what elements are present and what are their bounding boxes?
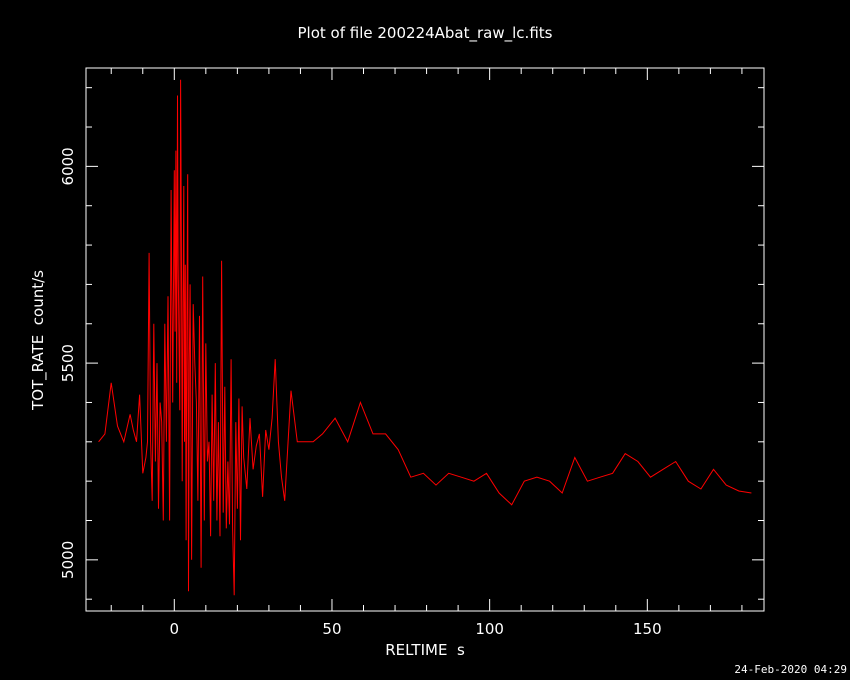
timestamp: 24-Feb-2020 04:29 [734,663,847,676]
y-tick-label: 6000 [59,147,77,185]
y-tick-label: 5000 [59,541,77,579]
x-axis-label: RELTIME s [385,641,465,659]
x-tick-label: 0 [170,620,180,638]
y-axis-label: TOT_RATE count/s [29,270,48,411]
x-tick-label: 150 [633,620,662,638]
plot-frame [85,67,765,612]
x-tick-label: 100 [475,620,504,638]
x-tick-label: 50 [322,620,341,638]
chart-title: Plot of file 200224Abat_raw_lc.fits [298,24,553,43]
axis-ticks [86,68,764,611]
y-tick-label: 5500 [59,344,77,382]
axis-tick-labels: 0 50 100 150 5000 5500 6000 [59,147,662,638]
plot-area: 0 50 100 150 5000 5500 6000 [59,67,765,638]
series-line-tot-rate [98,79,752,596]
data-series [98,79,752,596]
